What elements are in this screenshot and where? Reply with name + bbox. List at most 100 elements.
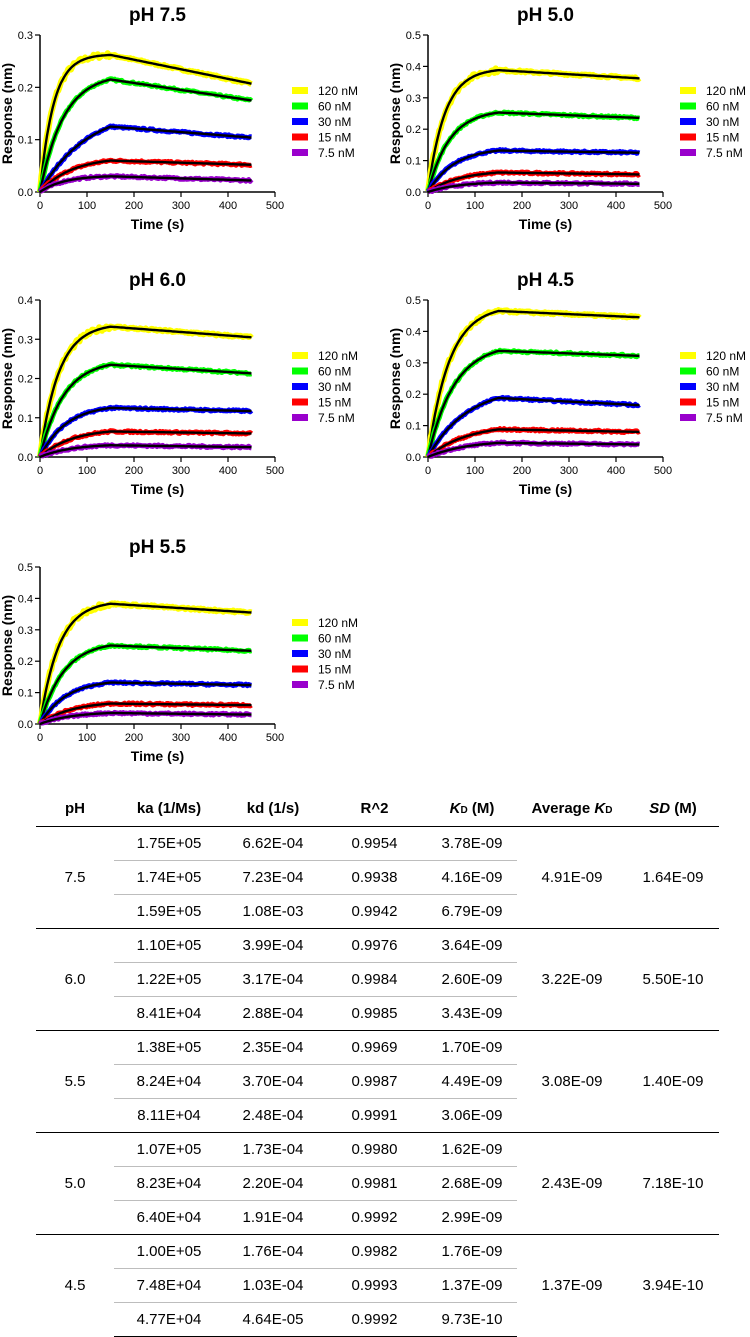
legend-label: 60 nM (318, 100, 351, 114)
x-tick-label: 100 (78, 200, 96, 212)
cell-ka: 1.22E+05 (114, 962, 224, 997)
y-tick-label: 0.0 (18, 452, 33, 464)
table-header-row: pH ka (1/Ms) kd (1/s) R^2 KD (M) Average… (36, 790, 719, 827)
cell-ph: 7.5 (64, 869, 86, 886)
legend-swatch (680, 352, 696, 359)
legend-swatch (292, 681, 308, 688)
cell-kd: 3.70E-04 (224, 1064, 322, 1099)
cell-r2: 0.9987 (322, 1064, 427, 1099)
table-row: 8.41E+04 2.88E-04 0.9985 3.43E-09 (36, 997, 719, 1031)
fit-curve-15-nM (39, 702, 252, 725)
cell-kd: 2.48E-04 (242, 1107, 304, 1124)
fit-curve-15-nM (427, 171, 640, 193)
legend-label: 30 nM (318, 647, 351, 661)
cell-average: 3.22E-09 (517, 928, 627, 1031)
cell-sd: 5.50E-10 (627, 928, 719, 1031)
cell-kd-molar: 3.78E-09 (427, 826, 517, 861)
cell-ph: 5.0 (36, 1132, 114, 1235)
cell-ka: 8.23E+04 (114, 1166, 224, 1201)
legend-swatch (292, 650, 308, 657)
x-tick-label: 200 (125, 732, 143, 744)
cell-ka: 7.48E+04 (114, 1268, 224, 1303)
x-tick-label: 500 (266, 200, 284, 212)
y-tick-label: 0.5 (406, 295, 421, 307)
cell-kd-molar: 6.79E-09 (441, 903, 503, 920)
cell-r2: 0.9942 (351, 903, 398, 920)
legend-swatch (680, 87, 696, 94)
fit-curve-7-5-nM (39, 444, 252, 459)
legend-swatch (292, 149, 308, 156)
table-body: 7.5 1.75E+05 6.62E-04 0.9954 3.78E-09 4.91E-0… (36, 826, 719, 1337)
cell-average: 4.91E-09 (541, 869, 603, 886)
legend-swatch (680, 133, 696, 141)
x-tick-label: 0 (425, 465, 431, 477)
table-row: 1.74E+05 7.23E-04 0.9938 4.16E-09 (36, 860, 719, 895)
legend-label: 120 nM (706, 84, 746, 98)
x-tick-label: 300 (560, 200, 578, 212)
cell-kd: 1.76E-04 (224, 1234, 322, 1269)
x-tick-label: 500 (266, 732, 284, 744)
table-row: 8.24E+04 3.70E-04 0.9987 4.49E-09 (36, 1064, 719, 1099)
cell-ka: 8.11E+04 (137, 1107, 201, 1124)
fit-curve-15-nM (427, 428, 640, 458)
table-row: 8.11E+04 2.48E-04 0.9991 3.06E-09 (36, 1099, 719, 1133)
cell-r2: 0.9993 (322, 1268, 427, 1303)
cell-ka: 8.41E+04 (136, 1005, 202, 1022)
y-tick-label: 0.1 (18, 413, 33, 425)
cell-kd-molar: 3.43E-09 (441, 1005, 503, 1022)
table-row: 7.5 1.75E+05 6.62E-04 0.9954 3.78E-09 4.91E-0… (36, 826, 719, 886)
legend-label: 7.5 nM (318, 678, 355, 692)
cell-sd: 3.94E-10 (627, 1234, 719, 1337)
table-row: 6.40E+04 1.91E-04 0.9992 2.99E-09 (36, 1201, 719, 1235)
fit-curve-15-nM (39, 430, 252, 458)
cell-r2: 0.9991 (351, 1107, 398, 1124)
legend-label: 120 nM (318, 616, 358, 630)
x-tick-label: 300 (172, 732, 190, 744)
y-axis-label: Response (nm) (0, 328, 15, 429)
y-tick-label: 0.2 (18, 374, 33, 386)
fit-curve-30-nM (426, 396, 640, 458)
y-tick-label: 0.3 (18, 625, 33, 637)
legend-swatch (292, 619, 308, 626)
table-row: 8.23E+04 2.20E-04 0.9981 2.68E-09 (36, 1166, 719, 1201)
cell-ka: 6.40E+04 (136, 1209, 202, 1226)
fit-curve-60-nM (426, 349, 640, 458)
x-tick-label: 200 (125, 200, 143, 212)
legend-swatch (292, 87, 308, 94)
header-kd-molar-k: K (449, 799, 461, 817)
cell-kd-molar: 1.62E-09 (427, 1132, 517, 1167)
fit-curve-60-nM (38, 78, 252, 193)
table-row: 1.59E+05 1.08E-03 0.9942 6.79E-09 (36, 895, 719, 929)
header-kd: kd (1/s) (224, 790, 322, 827)
fit-curve-30-nM (38, 406, 252, 458)
legend-label: 60 nM (318, 632, 351, 646)
cell-r2: 0.9969 (322, 1030, 427, 1065)
legend-label: 60 nM (318, 365, 351, 379)
fit-curve-7-5-nM (39, 711, 252, 726)
x-tick-label: 200 (513, 465, 531, 477)
header-average-k: K (594, 799, 606, 817)
x-tick-label: 400 (219, 200, 237, 212)
chart-title: pH 5.5 (129, 537, 186, 558)
x-tick-label: 0 (37, 200, 43, 212)
cell-r2: 0.9938 (322, 860, 427, 895)
legend-label: 30 nM (706, 115, 739, 129)
y-tick-label: 0.5 (18, 562, 33, 574)
fit-curve-120-nM (38, 325, 252, 458)
x-tick-label: 300 (172, 200, 190, 212)
cell-sd: 1.64E-09 (642, 869, 704, 886)
y-tick-label: 0.4 (18, 593, 33, 605)
x-tick-label: 500 (654, 465, 672, 477)
legend-swatch (292, 414, 308, 421)
x-tick-label: 0 (37, 732, 43, 744)
x-tick-label: 400 (219, 732, 237, 744)
y-tick-label: 0.4 (18, 295, 33, 307)
y-tick-label: 0.5 (406, 30, 421, 42)
legend-label: 120 nM (706, 349, 746, 363)
y-tick-label: 0.1 (406, 421, 421, 433)
cell-average: 1.37E-09 (517, 1234, 627, 1337)
chart-title: pH 7.5 (129, 5, 186, 26)
cell-kd-molar: 3.64E-09 (427, 928, 517, 963)
y-axis-label: Response (nm) (0, 63, 15, 164)
x-tick-label: 400 (607, 200, 625, 212)
